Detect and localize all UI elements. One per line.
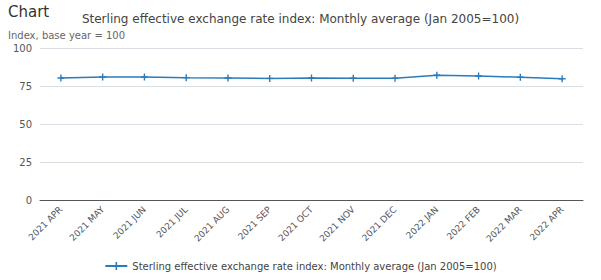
svg-text:75: 75 <box>19 81 32 92</box>
svg-text:Sterling effective exchange ra: Sterling effective exchange rate index: … <box>82 12 519 26</box>
svg-text:2021 JUN: 2021 JUN <box>111 204 148 241</box>
svg-text:100: 100 <box>13 43 32 54</box>
svg-text:2021 AUG: 2021 AUG <box>192 204 231 243</box>
svg-text:2021 SEP: 2021 SEP <box>236 204 274 242</box>
svg-text:2022 MAR: 2022 MAR <box>484 204 524 244</box>
svg-text:2022 JAN: 2022 JAN <box>404 204 440 240</box>
svg-text:2021 JUL: 2021 JUL <box>154 204 189 239</box>
svg-text:25: 25 <box>19 157 32 168</box>
svg-text:2021 OCT: 2021 OCT <box>276 204 315 243</box>
svg-text:2021 NOV: 2021 NOV <box>318 204 358 244</box>
svg-text:Index, base year = 100: Index, base year = 100 <box>8 30 125 41</box>
svg-text:Chart: Chart <box>8 3 49 21</box>
svg-text:50: 50 <box>19 119 32 130</box>
svg-text:2021 MAY: 2021 MAY <box>68 204 107 243</box>
svg-text:Sterling effective exchange ra: Sterling effective exchange rate index: … <box>132 261 496 272</box>
svg-text:2022 APR: 2022 APR <box>528 204 566 242</box>
svg-text:2022 FEB: 2022 FEB <box>445 204 482 241</box>
svg-text:2021 APR: 2021 APR <box>27 204 65 242</box>
svg-text:2021 DEC: 2021 DEC <box>360 204 399 243</box>
svg-text:0: 0 <box>26 195 32 206</box>
